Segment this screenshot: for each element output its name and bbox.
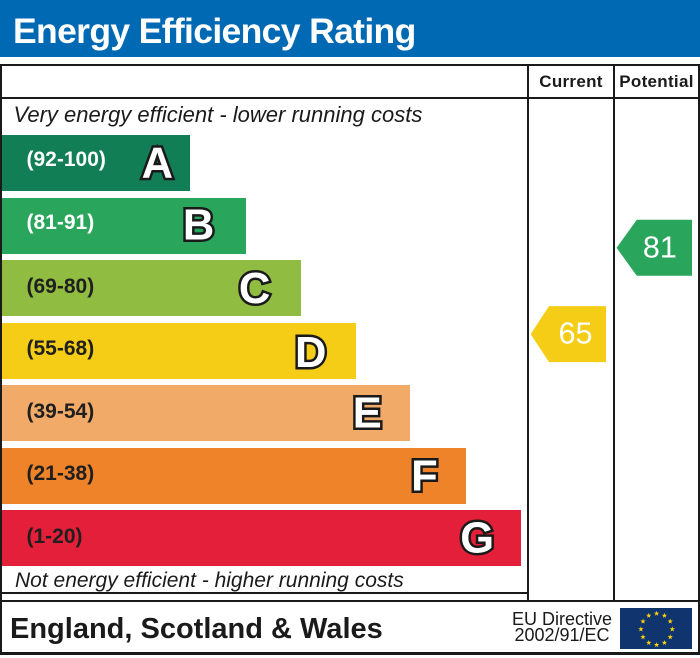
svg-text:E: E xyxy=(353,390,382,438)
svg-text:F: F xyxy=(411,453,438,501)
svg-text:D: D xyxy=(295,329,326,377)
svg-text:81: 81 xyxy=(643,230,677,264)
svg-text:G: G xyxy=(460,514,494,562)
svg-text:A: A xyxy=(142,140,173,188)
svg-text:C: C xyxy=(239,265,270,313)
svg-text:B: B xyxy=(183,202,214,250)
svg-text:65: 65 xyxy=(559,316,593,350)
